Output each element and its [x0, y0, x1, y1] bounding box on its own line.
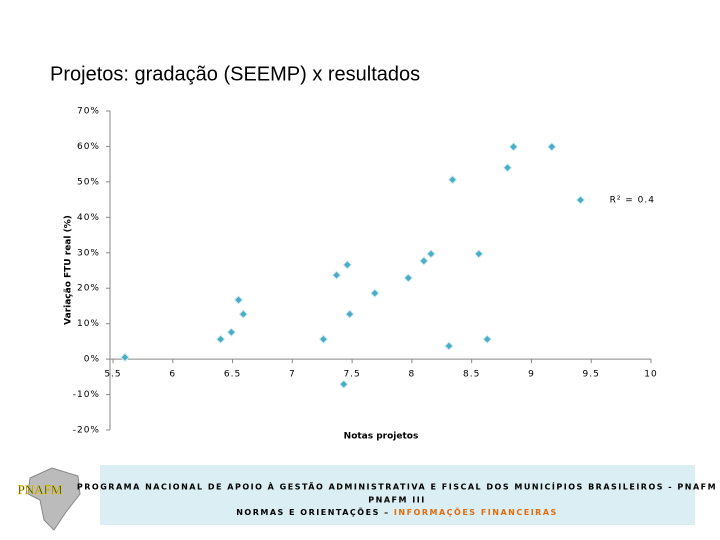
footer-line: PNAFM III	[368, 496, 425, 505]
data-point	[547, 142, 557, 152]
y-tick-label: 50%	[77, 177, 100, 187]
data-point	[403, 273, 414, 283]
y-tick-label: 0%	[84, 355, 100, 365]
x-tick-label: 6	[169, 370, 176, 380]
data-point	[447, 175, 458, 185]
data-point	[508, 142, 519, 152]
x-axis-label: Notas projetos	[344, 432, 419, 442]
y-axis-label: Variação FTU real (%)	[64, 215, 74, 325]
x-tick-label: 8.5	[463, 370, 480, 380]
data-point	[318, 334, 329, 344]
data-point	[215, 334, 226, 344]
footer-line: NORMAS E ORIENTAÇÕES – INFORMAÇÕES FINAN…	[236, 506, 558, 517]
y-tick-label: 40%	[77, 213, 100, 223]
footer-text: NORMAS E ORIENTAÇÕES –	[236, 506, 394, 517]
x-tick-label: 8	[409, 370, 416, 380]
data-point	[339, 379, 349, 389]
data-point	[444, 341, 454, 351]
data-point	[238, 309, 249, 319]
data-point	[419, 256, 429, 266]
data-point	[482, 334, 492, 344]
x-tick-label: 6.5	[224, 370, 241, 380]
x-tick-label: 9	[528, 370, 535, 380]
y-tick-label: -10%	[73, 390, 100, 400]
x-tick-label: 9.5	[583, 370, 600, 380]
footer-highlight: INFORMAÇÕES FINANCEIRAS	[394, 506, 558, 517]
data-point	[331, 270, 342, 280]
y-tick-label: 10%	[77, 319, 100, 329]
footer-line: PROGRAMA NACIONAL DE APOIO À GESTÃO ADMI…	[77, 481, 717, 492]
data-point	[502, 163, 513, 173]
data-point	[426, 249, 436, 259]
y-tick-label: 60%	[77, 142, 100, 152]
logo-map	[27, 467, 81, 531]
x-tick-label: 7.5	[343, 370, 360, 380]
data-point	[370, 288, 380, 298]
y-tick-label: 70%	[77, 107, 100, 117]
x-tick-label: 7	[289, 370, 296, 380]
data-point	[345, 309, 355, 319]
data-point	[226, 327, 237, 337]
data-point	[233, 295, 244, 305]
y-tick-label: -20%	[73, 426, 100, 436]
x-tick-label: 5.5	[104, 370, 121, 380]
y-tick-label: 30%	[77, 248, 100, 258]
chart-title: Projetos: gradação (SEEMP) x resultados	[50, 63, 420, 85]
y-tick-label: 20%	[77, 284, 100, 294]
data-point	[342, 260, 353, 270]
footer-box	[100, 465, 695, 525]
logo-text: PNAFM	[18, 482, 63, 497]
annotation: R² = 0.4	[610, 196, 655, 206]
data-point	[474, 249, 484, 259]
data-point	[120, 352, 130, 363]
x-tick-label: 10	[644, 370, 657, 380]
data-point	[575, 195, 586, 205]
